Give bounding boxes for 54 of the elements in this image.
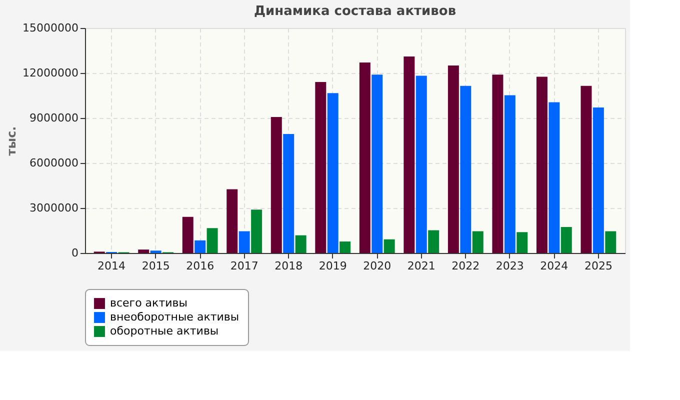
bar [472, 231, 484, 253]
bar [226, 189, 238, 253]
x-tick-label: 2015 [142, 260, 170, 272]
bar [580, 86, 592, 253]
x-tick-label: 2023 [496, 260, 524, 272]
bar [251, 210, 262, 253]
bar [270, 116, 282, 253]
x-tick-label: 2021 [407, 260, 436, 272]
x-tick-label: 2018 [274, 260, 303, 272]
bar [327, 93, 338, 253]
bar [448, 66, 459, 253]
x-tick-label: 2017 [230, 260, 258, 272]
bar [315, 82, 326, 253]
bar [340, 241, 351, 253]
x-tick-label: 2019 [318, 260, 347, 272]
bar [428, 230, 440, 253]
bar [536, 76, 548, 253]
bar [194, 240, 206, 253]
bar [516, 232, 528, 253]
x-tick-label: 2014 [98, 260, 126, 272]
y-tick-label: 3000000 [30, 202, 78, 214]
bar [372, 74, 383, 253]
bar [384, 239, 395, 253]
bar [404, 56, 415, 253]
bar [182, 216, 194, 253]
y-axis-title: тыс. [4, 126, 19, 156]
bar [283, 134, 294, 253]
bar [295, 235, 306, 253]
x-tick-label: 2016 [186, 260, 214, 272]
x-tick-label: 2024 [540, 260, 568, 272]
chart-title: Динамика состава активов [254, 4, 456, 19]
bar [460, 86, 472, 253]
bar [592, 108, 604, 253]
legend-label: всего активы [110, 296, 188, 310]
legend-label: внеоборотные активы [110, 310, 240, 324]
bar [492, 74, 504, 253]
y-tick-label: 12000000 [22, 66, 78, 80]
bar [560, 227, 572, 253]
bar [605, 231, 616, 253]
bar [548, 102, 560, 253]
y-tick-label: 9000000 [30, 112, 78, 124]
bar [359, 62, 370, 253]
bar [504, 95, 516, 253]
bar [206, 228, 218, 253]
bar [416, 76, 427, 253]
x-tick-label: 2025 [584, 260, 612, 272]
legend-label: оборотные активы [110, 324, 219, 338]
y-tick-label: 6000000 [30, 156, 78, 170]
x-tick-label: 2022 [452, 260, 480, 272]
y-tick-label: 0 [72, 246, 78, 260]
y-tick-label: 15000000 [22, 22, 78, 34]
x-tick-label: 2020 [363, 260, 392, 272]
bar [138, 250, 150, 253]
bar [238, 231, 250, 253]
